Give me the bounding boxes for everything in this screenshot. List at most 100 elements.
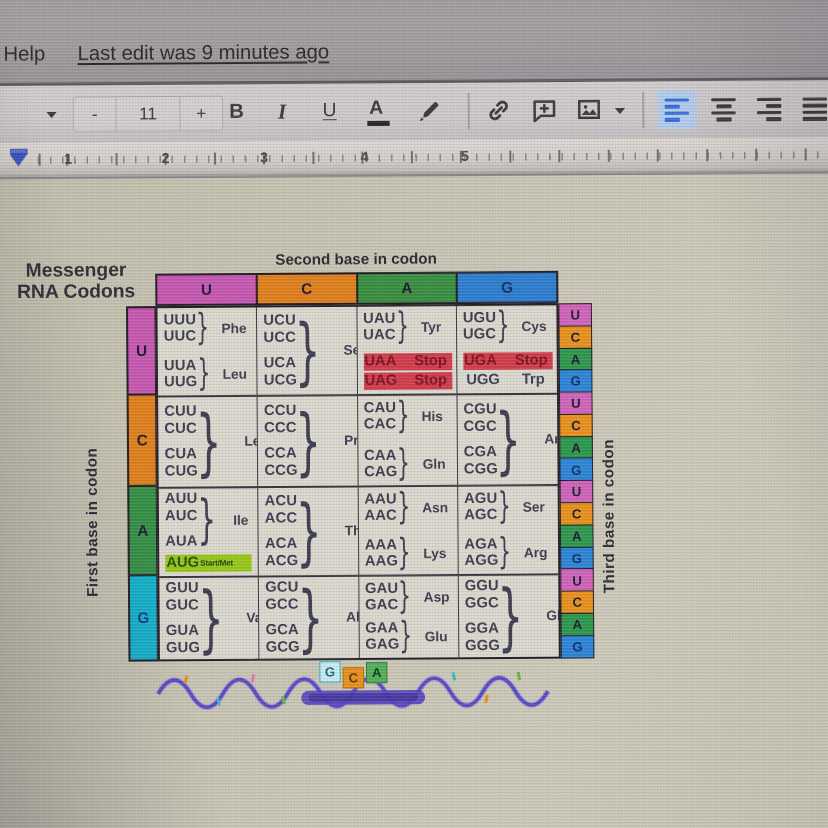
underline-button[interactable]: U xyxy=(322,99,337,122)
stop-label: Stop xyxy=(514,352,548,369)
codon: ACU xyxy=(264,492,298,510)
decrease-font-button[interactable]: - xyxy=(73,97,117,132)
image-dropdown-chevron-icon[interactable] xyxy=(614,108,626,115)
align-right-button[interactable] xyxy=(750,90,789,129)
third-base-label: Third base in codon xyxy=(599,438,619,594)
codon: GUC xyxy=(165,596,200,614)
highlight-icon[interactable] xyxy=(416,96,445,125)
amino-acid-label: Lys xyxy=(423,545,447,561)
codon-cell-AA: AAU AAC Asn AAA AAG Lys xyxy=(358,486,459,577)
third-base-cell: U xyxy=(558,303,593,327)
brace xyxy=(196,405,222,478)
align-justify-button[interactable] xyxy=(795,89,828,128)
codon: UUG xyxy=(164,373,198,391)
codon: AAU xyxy=(364,490,397,508)
header-second-base-U: U xyxy=(155,272,258,307)
third-base-cell: A xyxy=(559,435,593,460)
amino-acid-label: Phe xyxy=(221,320,247,336)
first-base-headers: U C A G xyxy=(125,306,159,662)
last-edit-status[interactable]: Last edit was 9 minutes ago xyxy=(77,41,330,66)
ruler-number: 4 xyxy=(360,148,369,165)
font-size-input[interactable]: 11 xyxy=(138,103,158,124)
formatting-toolbar: - 11 + B I U A xyxy=(0,80,828,144)
amino-acid-label: Arg xyxy=(523,544,548,560)
stop-label: Stop xyxy=(414,371,448,389)
header-second-base-C: C xyxy=(255,272,358,306)
codon: AAG xyxy=(364,553,399,570)
third-base-cell: G xyxy=(560,546,594,571)
codon: CGU xyxy=(463,401,497,418)
align-center-button[interactable] xyxy=(704,90,743,129)
codon: GCG xyxy=(265,638,300,656)
third-base-column: U C A G U C A G U C A G U C A G xyxy=(558,303,595,659)
codon: AGC xyxy=(464,506,498,524)
menu-help[interactable]: Help xyxy=(3,43,46,66)
third-base-cell: C xyxy=(559,502,594,526)
chart-title-line1: Messenger xyxy=(25,259,127,282)
align-left-button[interactable] xyxy=(657,90,697,130)
amino-acid-label: Arg xyxy=(544,431,558,447)
codon: CGC xyxy=(463,417,497,435)
codon: AAC xyxy=(364,507,398,524)
toolbar-divider xyxy=(642,91,644,129)
first-line-indent-handle[interactable] xyxy=(10,154,27,167)
indent-marker[interactable] xyxy=(10,148,28,167)
header-second-base-A: A xyxy=(355,271,459,305)
amino-acid-label: Val xyxy=(246,609,260,626)
codon: AGA xyxy=(464,535,498,553)
codon-cell-UG: UGU UGC Cys UGA Stop UGG Trp xyxy=(456,305,557,396)
header-second-base-G: G xyxy=(455,270,559,305)
amino-acid-label: Leu xyxy=(222,365,248,382)
bold-button[interactable]: B xyxy=(229,100,244,123)
text-color-swatch xyxy=(367,120,390,126)
second-base-headers: U C A G xyxy=(155,270,559,307)
increase-font-button[interactable]: + xyxy=(179,96,223,131)
codon: UAC xyxy=(363,326,396,344)
menu-bar: Help Last edit was 9 minutes ago xyxy=(0,0,828,87)
codon: GAC xyxy=(365,596,399,614)
start-label: Start/Met xyxy=(200,557,234,568)
header-first-base-U: U xyxy=(125,306,158,396)
document-page[interactable]: Messenger RNA Codons Second base in codo… xyxy=(0,173,828,828)
link-icon[interactable] xyxy=(485,97,513,125)
codon: GUA xyxy=(165,622,200,640)
amino-acid-label: Ser xyxy=(522,498,545,515)
codon: UCA xyxy=(263,354,297,372)
start-codon-row: AUG Start/Met xyxy=(165,553,252,572)
comment-icon[interactable] xyxy=(531,96,559,124)
strand-base-C: C xyxy=(342,667,365,689)
codon: CCG xyxy=(264,462,298,479)
italic-button[interactable]: I xyxy=(277,99,287,124)
brace xyxy=(396,398,409,435)
image-icon[interactable] xyxy=(575,96,603,124)
amino-acid-label: Gln xyxy=(422,455,446,472)
codon-row: UGG Trp xyxy=(465,371,553,389)
codon: AUA xyxy=(165,533,198,550)
codon: CUG xyxy=(164,462,199,480)
brace xyxy=(398,578,411,615)
codon-cell-CC: CCU CCC CCA CCG Pro xyxy=(257,396,359,489)
codon-cell-GU: GUU GUC GUA GUG Val xyxy=(159,577,260,660)
codon: ACC xyxy=(264,509,298,527)
codon: GCC xyxy=(265,595,299,613)
codon: AGG xyxy=(464,552,499,569)
codon: UUU xyxy=(163,311,197,328)
codon: UGG xyxy=(466,371,500,388)
codon: GCA xyxy=(265,621,299,639)
brace xyxy=(196,310,209,347)
header-first-base-C: C xyxy=(126,393,158,488)
codon: GGU xyxy=(464,577,499,595)
codon: ACG xyxy=(264,552,299,569)
brace xyxy=(198,581,224,654)
chart-title: Messenger RNA Codons xyxy=(1,260,152,304)
codon: UAU xyxy=(363,310,396,327)
codon-cell-CA: CAU CAC His CAA CAG Gln xyxy=(357,395,458,488)
toolbar-divider xyxy=(467,92,470,130)
amino-acid-label: Pro xyxy=(343,432,359,448)
ruler[interactable]: 1 2 3 4 5 xyxy=(0,136,828,178)
amino-acid-label: Ala xyxy=(346,609,360,625)
third-base-cell: G xyxy=(560,634,595,659)
codon: UCU xyxy=(263,312,296,329)
text-color-button[interactable]: A xyxy=(367,97,390,126)
font-dropdown-chevron-icon[interactable] xyxy=(46,111,57,119)
